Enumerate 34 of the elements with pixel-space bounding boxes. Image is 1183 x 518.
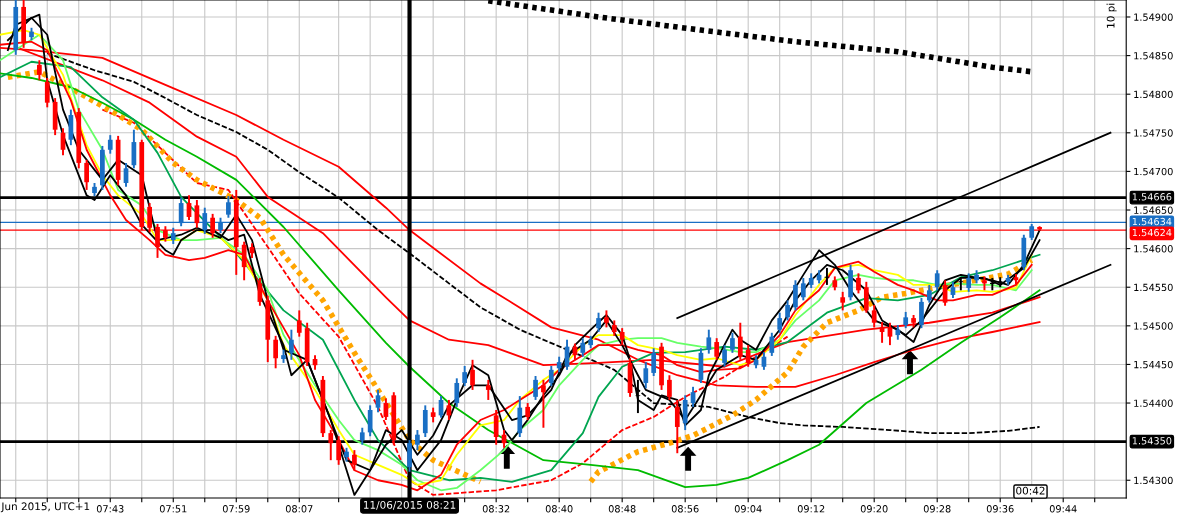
y-tick-label: 1.54800 xyxy=(1134,90,1173,99)
y-tick-label: 1.54750 xyxy=(1134,129,1173,137)
y-tick-label: 1.54550 xyxy=(1134,283,1173,292)
x-tick-label: 09:04 xyxy=(734,505,762,513)
y-tick-label: 1.54400 xyxy=(1134,399,1173,407)
x-tick-label: 09:44 xyxy=(1049,505,1077,513)
x-tick-label: 09:12 xyxy=(797,505,825,513)
annotation: 00:42 xyxy=(1016,486,1045,495)
y-tick-label: 1.54600 xyxy=(1134,245,1173,253)
ref-line-label: 11/06/2015 08:21 xyxy=(363,500,456,510)
y-tick-label: 1.54900 xyxy=(1134,13,1173,21)
x-tick-label: 07:51 xyxy=(159,505,187,513)
ref-line-label: 1.54634 xyxy=(1132,217,1172,226)
text: Jun 2015, UTC+1 xyxy=(0,502,90,513)
y-tick-label: 1.54300 xyxy=(1134,476,1173,485)
y-tick-label: 1.54500 xyxy=(1134,322,1173,330)
x-tick-label: 08:07 xyxy=(285,505,313,513)
x-tick-label: 07:59 xyxy=(222,505,250,513)
ref-line-label: 1.54350 xyxy=(1132,437,1172,445)
x-tick-label: 09:36 xyxy=(986,505,1014,513)
x-tick-label: 07:43 xyxy=(96,505,124,513)
x-tick-label: 08:48 xyxy=(608,505,636,513)
y-tick-label: 1.54700 xyxy=(1134,167,1173,176)
ref-line-label: 1.54666 xyxy=(1132,193,1172,201)
annotation: 10 pi xyxy=(1106,3,1117,28)
x-tick-label: 08:40 xyxy=(545,505,573,513)
x-tick-label: 08:32 xyxy=(482,505,510,513)
y-tick-label: 1.54850 xyxy=(1134,52,1173,60)
y-tick-label: 1.54450 xyxy=(1134,360,1173,369)
y-tick-label: 1.54650 xyxy=(1134,206,1173,214)
x-tick-label: 09:28 xyxy=(923,505,951,513)
x-tick-label: 08:56 xyxy=(671,505,699,513)
ref-line-label: 1.54624 xyxy=(1132,228,1172,237)
x-tick-label: 09:20 xyxy=(860,505,888,513)
